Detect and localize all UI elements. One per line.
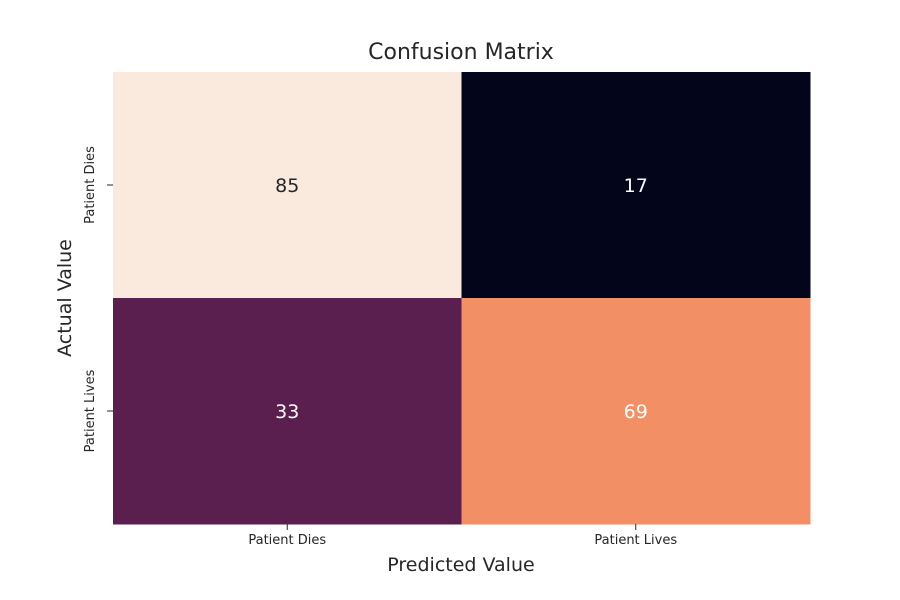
y-axis: Patient Dies Patient Lives [83, 146, 113, 452]
heatmap-cell-1-2 [461, 72, 811, 299]
heatmap-cell-2-2 [461, 298, 811, 525]
chart-title: Confusion Matrix [368, 40, 554, 65]
x-axis: Patient Dies Patient Lives [248, 524, 677, 548]
y-tick-label-2: Patient Lives [83, 369, 98, 452]
heatmap-cell-2-1 [113, 298, 462, 525]
y-tick-label-1: Patient Dies [83, 146, 98, 224]
cell-value-label-1-1: 85 [275, 175, 299, 197]
heatmap-cell-1-1 [113, 72, 462, 299]
heatmap-cells: 85 17 33 69 [113, 72, 811, 525]
x-tick-label-2: Patient Lives [594, 533, 677, 548]
cell-value-label-2-1: 33 [275, 401, 299, 423]
y-axis-label: Actual Value [54, 239, 76, 357]
cell-value-label-2-2: 69 [624, 401, 648, 423]
cell-value-label-1-2: 17 [624, 175, 648, 197]
x-axis-label: Predicted Value [387, 554, 534, 576]
x-tick-label-1: Patient Dies [248, 533, 326, 548]
